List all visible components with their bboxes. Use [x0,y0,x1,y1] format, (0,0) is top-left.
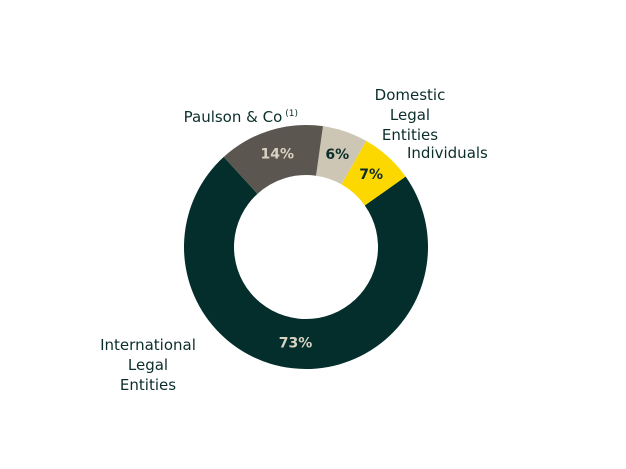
donut-segment [184,156,428,369]
category-label: Paulson & Co (1) [148,104,298,127]
donut-segment [316,126,367,185]
category-text: Individuals [407,144,488,162]
category-text: Paulson & Co [183,108,283,126]
value-label: 14% [261,146,295,162]
donut-segment [223,125,323,194]
value-label: 73% [279,335,313,351]
category-label: Individuals [407,143,537,163]
category-label: International Legal Entities [98,335,198,395]
donut-segment [341,140,406,206]
category-text: Domestic Legal Entities [374,86,446,144]
value-label: 6% [325,147,349,163]
footnote-marker: (1) [285,109,298,119]
value-label: 7% [359,167,383,183]
category-text: International Legal Entities [100,336,196,394]
category-label: Domestic Legal Entities [360,85,460,145]
